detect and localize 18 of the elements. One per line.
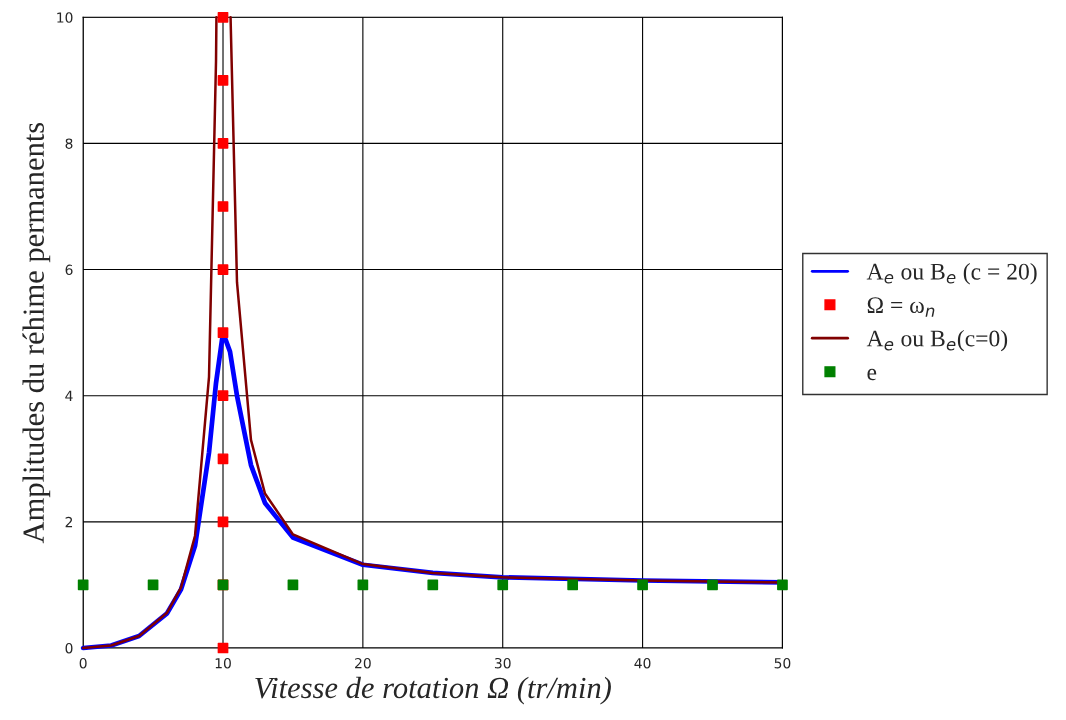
y-tick-label: 2 xyxy=(65,516,73,528)
y-tick-label: 0 xyxy=(65,642,73,654)
x-tick-label: 0 xyxy=(79,657,87,669)
x-tick-label: 20 xyxy=(355,657,371,669)
y-tick-label: 8 xyxy=(65,138,73,149)
y-tick-label: 10 xyxy=(57,12,73,23)
y-tick-label: 6 xyxy=(65,264,73,276)
legend-label: e xyxy=(867,368,877,381)
legend-label: Ω = ω$_{n}$ xyxy=(867,297,935,317)
legend-label: A$_{e}$ ou B$_{e}$(c=0) xyxy=(866,329,1008,352)
x-tick-label: 50 xyxy=(774,657,791,669)
x-tick-label: 30 xyxy=(494,657,511,669)
x-tick-label: 10 xyxy=(215,657,231,669)
x-tick-label: 40 xyxy=(634,657,651,669)
x-axis-title: Vitesse de rotation Ω (tr/min) xyxy=(255,676,611,705)
y-axis-title: Amplitudes du réhime permanents xyxy=(22,122,51,544)
legend-label: A$_{e}$ ou B$_{e}$ (c = 20) xyxy=(866,263,1037,285)
y-tick-label: 4 xyxy=(65,390,73,401)
